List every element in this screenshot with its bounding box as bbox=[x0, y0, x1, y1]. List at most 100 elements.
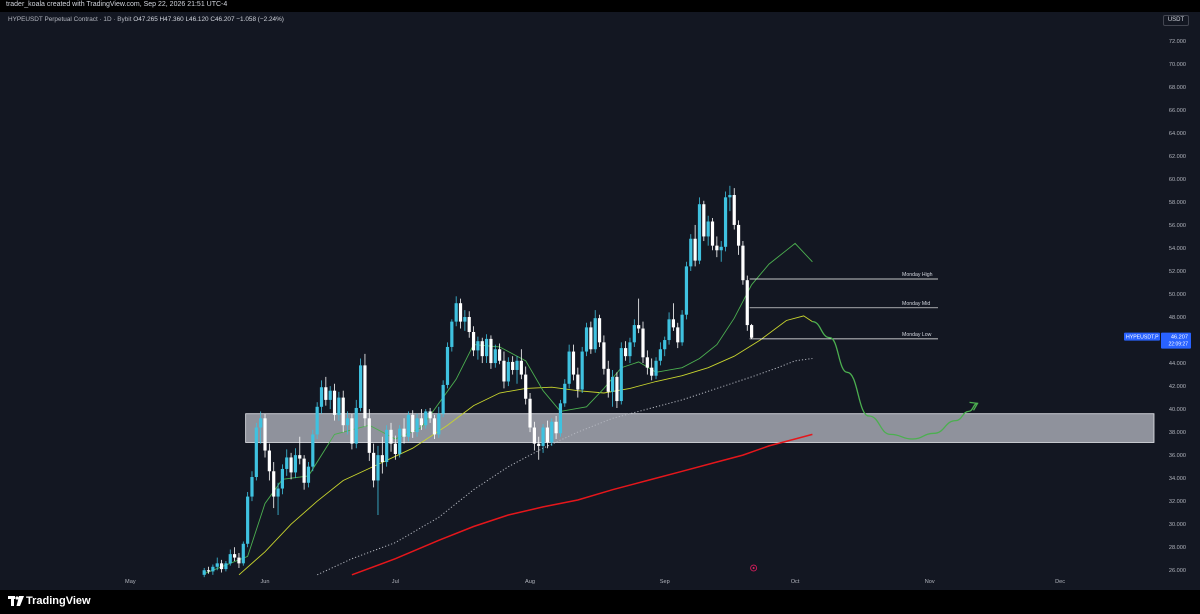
candle-body bbox=[511, 361, 515, 370]
y-tick-label: 72.000 bbox=[1169, 39, 1186, 45]
y-tick-label: 40.000 bbox=[1169, 407, 1186, 413]
candle-body bbox=[484, 338, 489, 357]
candle-body bbox=[693, 238, 697, 261]
x-tick-label: Jun bbox=[261, 579, 270, 585]
candle-body bbox=[298, 455, 302, 459]
candle-body bbox=[445, 346, 450, 385]
candle-body bbox=[537, 443, 541, 446]
candle-body bbox=[745, 280, 749, 326]
candle-body bbox=[667, 319, 671, 341]
candle-body bbox=[372, 452, 376, 481]
candle-body bbox=[606, 368, 610, 392]
candle-body bbox=[493, 349, 497, 364]
candle-body bbox=[597, 318, 602, 343]
ma-dotted-line bbox=[316, 358, 813, 576]
y-tick-label: 36.000 bbox=[1169, 453, 1186, 459]
brand-name: TradingView bbox=[26, 595, 91, 607]
x-tick-label: Sep bbox=[660, 579, 670, 585]
candle-body bbox=[328, 390, 332, 400]
level-label: Monday Mid bbox=[902, 301, 930, 307]
candle-body bbox=[467, 317, 471, 332]
candle-body bbox=[289, 457, 293, 473]
candle-body bbox=[259, 418, 263, 428]
candle-body bbox=[354, 407, 358, 444]
support-zone bbox=[245, 413, 1155, 443]
candle-body bbox=[263, 418, 267, 451]
candle-body bbox=[658, 349, 662, 361]
y-tick-label: 58.000 bbox=[1169, 200, 1186, 206]
candle-body bbox=[415, 418, 419, 433]
ma-mid-line bbox=[238, 315, 813, 576]
candle-body bbox=[706, 221, 710, 237]
candle-body bbox=[736, 224, 741, 246]
symbol-legend: HYPEUSDT Perpetual Contract · 1D · Bybit… bbox=[8, 16, 284, 23]
candle-body bbox=[671, 319, 676, 328]
candle-body bbox=[723, 197, 728, 247]
candle-body bbox=[554, 421, 558, 434]
currency-button[interactable]: USDT bbox=[1163, 15, 1189, 26]
candle-body bbox=[680, 314, 684, 343]
event-marker-dot bbox=[752, 567, 755, 569]
y-tick-label: 34.000 bbox=[1169, 476, 1186, 482]
candle-body bbox=[728, 195, 732, 198]
candle-body bbox=[697, 204, 702, 261]
candle-body bbox=[676, 327, 680, 343]
symbol-tag-label: HYPEUSDT.P bbox=[1126, 335, 1159, 341]
y-tick-label: 32.000 bbox=[1169, 499, 1186, 505]
candle-body bbox=[571, 351, 576, 375]
candle-body bbox=[424, 411, 428, 426]
candle-body bbox=[645, 357, 649, 368]
candle-body bbox=[589, 327, 593, 350]
y-tick-label: 26.000 bbox=[1169, 568, 1186, 574]
y-tick-label: 52.000 bbox=[1169, 269, 1186, 275]
candle-body bbox=[337, 397, 341, 415]
symbol-price-tag bbox=[1124, 332, 1160, 341]
candle-body bbox=[241, 543, 245, 564]
y-tick-label: 48.000 bbox=[1169, 315, 1186, 321]
candle-body bbox=[272, 471, 276, 497]
chart-canvas[interactable]: Monday High Monday Mid Monday Low 72.000 70… bbox=[0, 12, 1200, 590]
y-tick-label: 30.000 bbox=[1169, 522, 1186, 528]
candle-body bbox=[471, 331, 476, 351]
candle-body bbox=[632, 325, 636, 343]
y-tick-label: 60.000 bbox=[1169, 177, 1186, 183]
x-tick-label: Nov bbox=[925, 579, 935, 585]
candle-body bbox=[602, 342, 606, 369]
candle-body bbox=[458, 303, 463, 322]
x-tick-label: Oct bbox=[791, 579, 800, 585]
ohlc-values: O47.265 H47.360 L46.120 C46.207 −1.058 (… bbox=[133, 16, 284, 23]
candle-body bbox=[306, 466, 311, 483]
candle-body bbox=[411, 414, 415, 433]
candle-body bbox=[480, 341, 484, 357]
candle-body bbox=[610, 376, 615, 392]
candle-body bbox=[293, 455, 298, 473]
candle-body bbox=[545, 427, 550, 443]
candle-body bbox=[741, 245, 745, 281]
y-tick-label: 66.000 bbox=[1169, 108, 1186, 114]
candle-body bbox=[215, 563, 219, 567]
candle-body bbox=[332, 390, 337, 415]
candle-body bbox=[202, 570, 206, 575]
candle-body bbox=[319, 387, 324, 407]
last-price-tag bbox=[1161, 332, 1191, 349]
candle-body bbox=[254, 427, 258, 478]
candle-body bbox=[219, 563, 224, 570]
y-tick-label: 56.000 bbox=[1169, 223, 1186, 229]
candle-body bbox=[350, 418, 354, 444]
level-label: Monday High bbox=[902, 272, 933, 278]
candle-body bbox=[441, 384, 445, 414]
candle-body bbox=[541, 427, 545, 446]
y-tick-label: 54.000 bbox=[1169, 246, 1186, 252]
candle-body bbox=[276, 488, 280, 497]
candle-body bbox=[689, 238, 693, 267]
candle-body bbox=[710, 221, 715, 246]
top-bar: trader_koala created with TradingView.co… bbox=[0, 0, 1200, 12]
candle-body bbox=[719, 246, 723, 251]
candle-body bbox=[233, 554, 237, 558]
y-tick-label: 64.000 bbox=[1169, 131, 1186, 137]
candle-body bbox=[341, 397, 345, 426]
candle-body bbox=[519, 360, 523, 375]
candle-body bbox=[528, 398, 532, 428]
ma-slow-line bbox=[351, 433, 813, 576]
candle-body bbox=[532, 427, 536, 444]
